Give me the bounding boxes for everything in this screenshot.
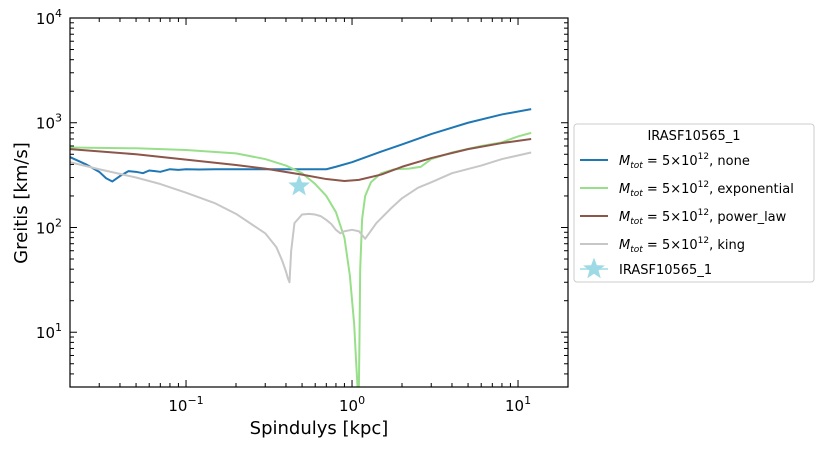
legend-label-3: Mtot = 5×1012, king <box>619 236 745 255</box>
data-point-star-0 <box>288 174 310 196</box>
legend-star-icon <box>583 257 605 279</box>
legend-label-0: Mtot = 5×1012, none <box>619 152 750 171</box>
y-tick-label: 103 <box>36 112 62 133</box>
x-tick-label: 10−1 <box>168 394 203 415</box>
series-line-1 <box>70 131 532 387</box>
x-tick-label: 101 <box>505 394 531 415</box>
x-axis-label: Spindulys [kpc] <box>250 418 389 439</box>
series-lines <box>70 108 532 387</box>
legend: IRASF10565_1 Mtot = 5×1012, none Mtot = 5×… <box>573 123 815 283</box>
plot-area <box>69 17 569 388</box>
legend-title: IRASF10565_1 <box>647 129 740 144</box>
legend-point-label-0: IRASF10565_1 <box>619 263 712 278</box>
y-tick-label: 102 <box>36 216 62 237</box>
y-tick-label: 104 <box>36 7 62 28</box>
y-tick-label: 101 <box>36 321 62 342</box>
plot-frame <box>69 17 569 388</box>
legend-box <box>573 123 815 283</box>
legend-label-1: Mtot = 5×1012, exponential <box>619 180 794 199</box>
series-line-0 <box>70 108 532 183</box>
x-axis: 10−1 100 101 <box>69 18 569 415</box>
series-line-3 <box>70 151 532 284</box>
x-tick-label: 100 <box>339 394 365 415</box>
legend-label-2: Mtot = 5×1012, power_law <box>619 208 787 227</box>
series-line-2 <box>70 137 532 182</box>
y-axis-label: Greitis [km/s] <box>11 142 32 264</box>
y-axis: 101 102 103 104 <box>36 7 568 388</box>
